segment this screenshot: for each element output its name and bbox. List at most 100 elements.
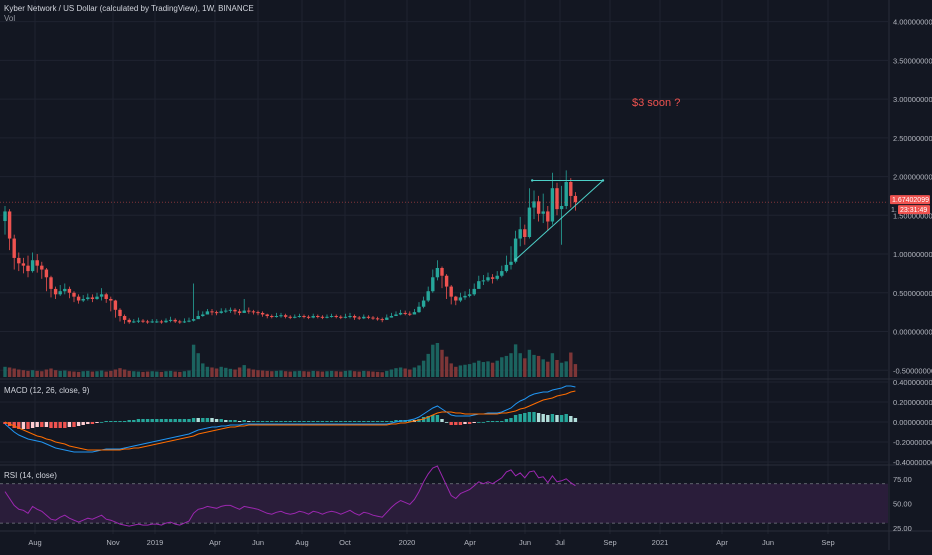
candle (187, 317, 191, 323)
macd-histogram-bar (380, 421, 384, 422)
candle-body (458, 297, 463, 301)
macd-histogram-bar (408, 420, 412, 422)
candle (168, 316, 173, 323)
volume-bar (251, 369, 256, 377)
candle-body (311, 316, 315, 318)
volume-bar (63, 370, 67, 377)
volume-bar (237, 367, 242, 377)
candle-body (201, 314, 205, 317)
candle (53, 286, 58, 299)
candle-body (532, 201, 536, 208)
macd-histogram-bar (454, 422, 458, 425)
volume-bar (210, 367, 214, 377)
volume-bar (21, 370, 26, 377)
macd-histogram-bar (168, 419, 173, 422)
candle-body (155, 321, 159, 323)
volume-bar (412, 367, 417, 377)
volume-bar (541, 359, 545, 377)
macd-histogram-bar (394, 420, 398, 422)
trendline-anchor (531, 179, 534, 182)
macd-histogram-bar (564, 414, 568, 422)
macd-histogram-bar (500, 421, 504, 422)
rsi-pane-title[interactable]: RSI (14, close) (4, 471, 57, 480)
volume-label[interactable]: Vol (4, 14, 16, 23)
candle-body (394, 314, 398, 317)
time-axis-tick: Nov (106, 538, 120, 547)
macd-histogram-bar (224, 420, 228, 422)
volume-bar (113, 369, 118, 377)
macd-histogram-bar (113, 421, 118, 422)
volume-bar (339, 371, 343, 377)
macd-histogram-bar (426, 416, 430, 422)
volume-bar (3, 366, 7, 377)
volume-bar (260, 370, 265, 377)
volume-bar (40, 371, 44, 377)
candle-body (467, 294, 472, 296)
candle-body (536, 201, 541, 214)
volume-bar (279, 370, 283, 377)
candle-body (196, 316, 200, 320)
candle (214, 310, 219, 316)
macd-pane-title[interactable]: MACD (12, 26, close, 9) (4, 386, 90, 395)
candle (72, 291, 76, 303)
candle (26, 255, 30, 278)
candle-body (440, 267, 444, 276)
volume-bar (454, 366, 458, 377)
candle-body (403, 312, 407, 314)
time-axis-tick: Aug (295, 538, 308, 547)
volume-bar (408, 369, 412, 377)
candle (329, 313, 334, 318)
price-axis-tick: 3.50000000 (893, 56, 932, 65)
candle (205, 309, 210, 315)
candle (380, 317, 384, 323)
macd-histogram-bar (122, 421, 127, 422)
candle-body (431, 277, 435, 292)
candle-body (288, 316, 292, 318)
volume-bar (90, 371, 95, 377)
candle-body (63, 288, 67, 292)
candle (467, 288, 472, 298)
candle-body (559, 206, 564, 210)
candle (504, 255, 509, 273)
candle (40, 261, 44, 279)
macd-histogram-bar (513, 415, 518, 422)
candle (7, 209, 12, 251)
volume-bar (394, 368, 398, 377)
candle (283, 313, 288, 319)
candle (362, 314, 366, 320)
candle (182, 318, 187, 323)
candle (472, 283, 476, 296)
macd-histogram-bar (205, 418, 210, 422)
macd-histogram-bar (191, 418, 196, 422)
macd-histogram-bar (297, 421, 302, 422)
candle-body (7, 211, 12, 239)
volume-bar (122, 369, 127, 377)
ascending-trendline (515, 180, 604, 260)
candle (527, 188, 532, 239)
macd-histogram-bar (178, 419, 182, 422)
candle-body (279, 315, 283, 317)
symbol-title[interactable]: Kyber Network / US Dollar (calculated by… (4, 4, 254, 13)
volume-bar (380, 372, 384, 377)
macd-histogram-bar (86, 422, 90, 424)
candle (311, 313, 315, 319)
candle (81, 295, 85, 303)
candle-body (21, 263, 26, 266)
macd-histogram-bar (316, 421, 320, 422)
candle-body (500, 271, 504, 276)
candle-body (118, 309, 122, 317)
candle (371, 316, 375, 320)
volume-bar (104, 371, 108, 377)
candle (164, 318, 168, 323)
price-axis-tick: 1.00000000 (893, 250, 932, 259)
candle (270, 314, 274, 319)
volume-bar (224, 367, 228, 377)
candle (219, 308, 223, 314)
volume-bar (523, 358, 527, 377)
candle-body (412, 312, 417, 315)
candle-body (132, 321, 136, 323)
macd-histogram-bar (187, 419, 191, 422)
candle-body (81, 298, 85, 301)
